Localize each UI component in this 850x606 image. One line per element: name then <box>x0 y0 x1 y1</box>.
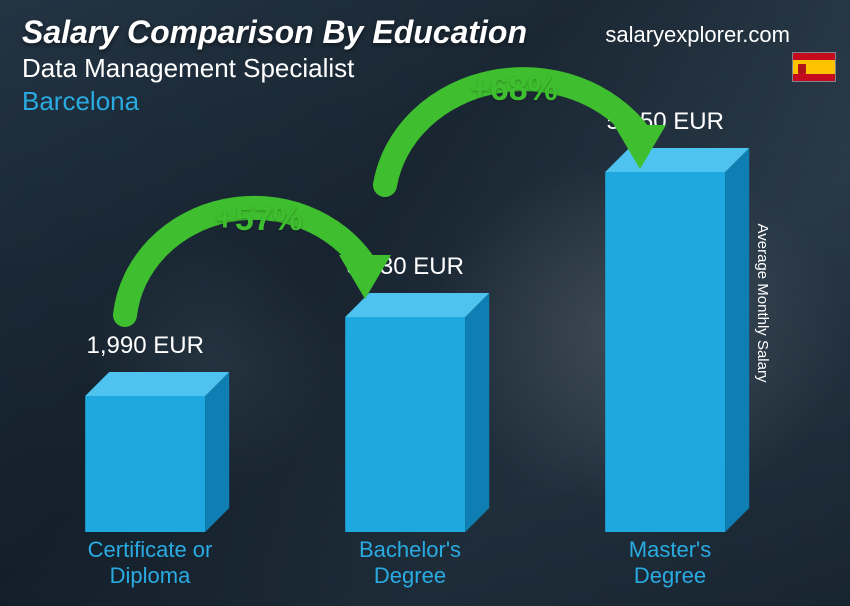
flag-icon <box>792 52 836 82</box>
bar-value: 3,130 EUR <box>346 253 463 281</box>
bar: 3,130 EUR <box>345 317 465 532</box>
bar-group: 1,990 EURCertificate or Diploma <box>70 532 230 588</box>
bar: 1,990 EUR <box>85 396 205 532</box>
bar-label: Certificate or Diploma <box>70 537 230 588</box>
watermark-text: salaryexplorer.com <box>605 22 790 48</box>
percent-increase-label: +57% <box>215 200 303 239</box>
bar-label: Bachelor's Degree <box>330 537 490 588</box>
percent-increase-label: +68% <box>470 70 558 109</box>
bar-group: 5,250 EURMaster's Degree <box>590 532 750 588</box>
bar-label: Master's Degree <box>590 537 750 588</box>
bar: 5,250 EUR <box>605 172 725 532</box>
bar-group: 3,130 EURBachelor's Degree <box>330 532 490 588</box>
bar-value: 5,250 EUR <box>606 108 723 136</box>
bar-value: 1,990 EUR <box>86 332 203 360</box>
bar-chart: 1,990 EURCertificate or Diploma3,130 EUR… <box>40 88 790 588</box>
chart-subtitle: Data Management Specialist <box>22 53 828 84</box>
